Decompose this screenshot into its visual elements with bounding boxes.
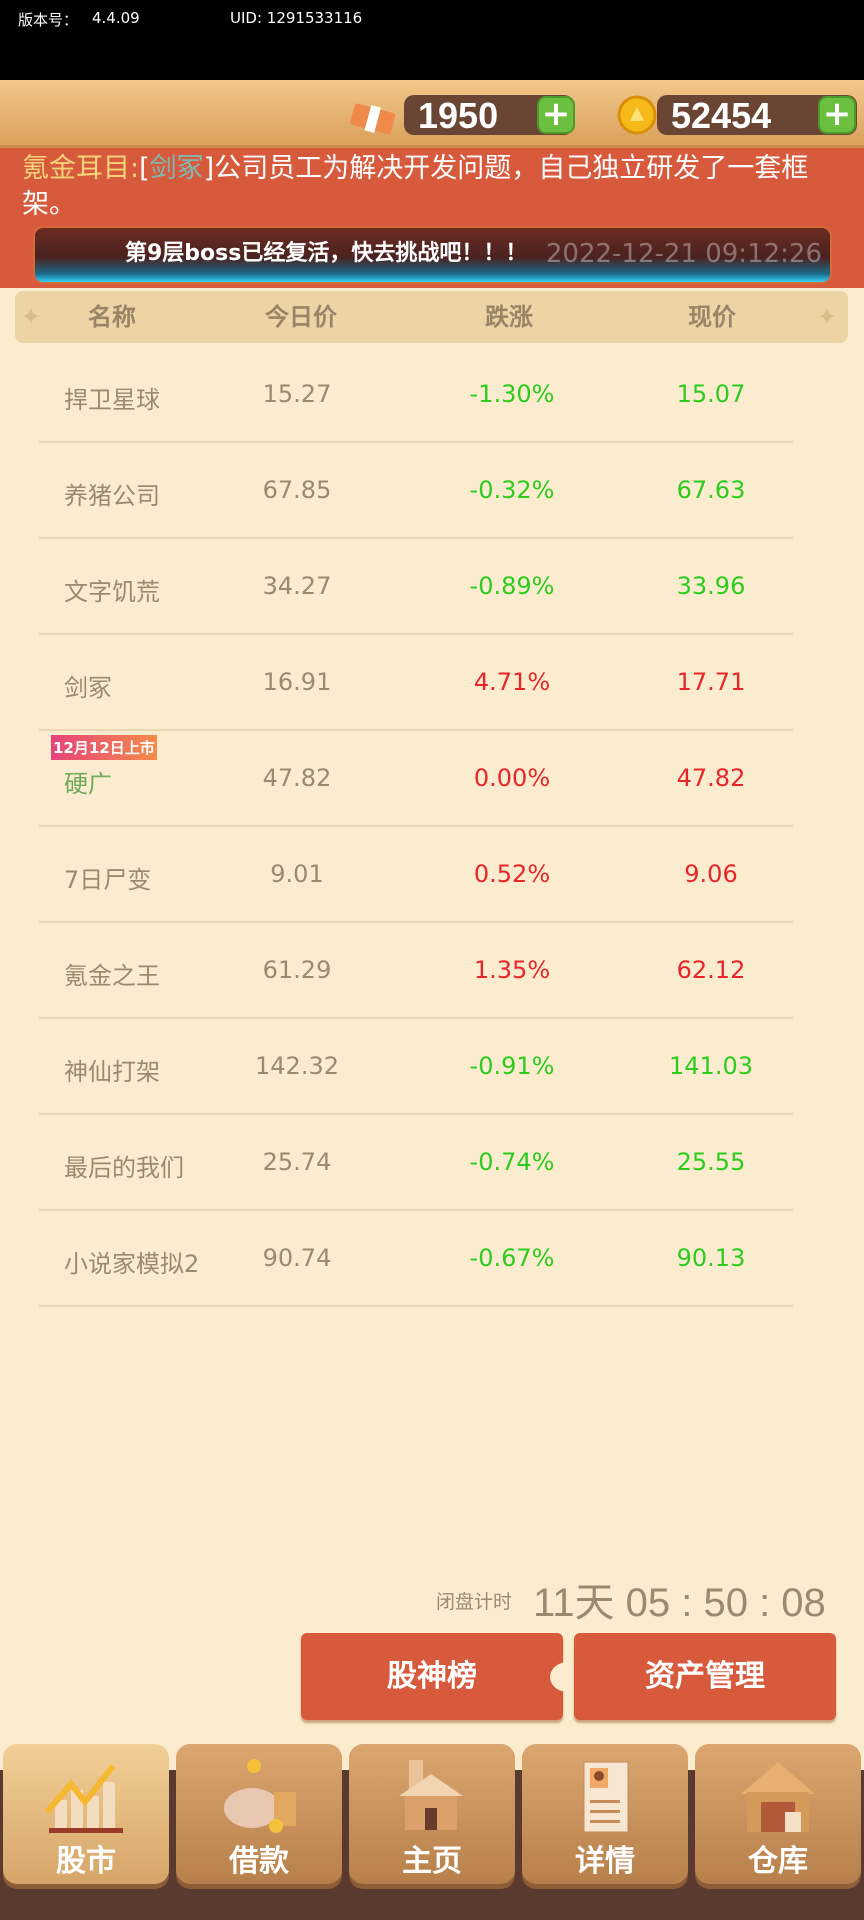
stock-chart-icon [44, 1764, 123, 1833]
stock-name: 硬广 [64, 770, 112, 798]
nav-item-0[interactable]: 股市 [3, 1744, 169, 1884]
current-price: 141.03 [669, 1052, 753, 1080]
price-change: -0.89% [469, 572, 555, 600]
news-message: 公司员工为解决开发问题，自己独立研发了一套框架。 [22, 153, 809, 220]
cash-bundle-icon [350, 103, 396, 135]
version-value: 4.4.09 [92, 9, 140, 27]
stock-name: 小说家模拟2 [64, 1250, 200, 1278]
resource-bar: 1950 + 52454 + [0, 80, 864, 148]
today-price: 142.32 [255, 1052, 339, 1080]
table-row[interactable]: 最后的我们 25.74 -0.74% 25.55 [39, 1115, 793, 1211]
bracket: ] [203, 153, 215, 184]
today-price: 9.01 [270, 860, 324, 888]
today-price: 47.82 [262, 764, 332, 792]
stock-name: 最后的我们 [64, 1154, 184, 1182]
stock-name: 氪金之王 [64, 962, 160, 990]
boss-notice-text: 第9层boss已经复活，快去挑战吧！！！ [125, 241, 528, 266]
version-label: 版本号： [18, 11, 79, 29]
warehouse-icon [741, 1762, 815, 1832]
today-price: 67.85 [262, 476, 332, 504]
table-row[interactable]: 捍卫星球 15.27 -1.30% 15.07 [39, 347, 793, 443]
boss-notice-banner: 第9层boss已经复活，快去挑战吧！！！ 2022-12-21 09:12:26 [33, 226, 832, 284]
today-price: 61.29 [262, 956, 332, 984]
today-price: 34.27 [262, 572, 332, 600]
price-change: -0.74% [469, 1148, 555, 1176]
nav-label: 详情 [575, 1844, 635, 1879]
price-change: -1.30% [469, 380, 555, 408]
ranking-button[interactable]: 股神榜 [301, 1633, 563, 1720]
nav-label: 股市 [56, 1844, 116, 1879]
gold-coin-icon [617, 95, 657, 135]
countdown-timer: 11天 05 : 50 : 08 [533, 1581, 826, 1625]
current-price: 33.96 [676, 572, 746, 600]
col-name: 名称 [88, 303, 136, 331]
stock-name: 神仙打架 [64, 1058, 160, 1086]
table-row[interactable]: 剑冢 16.91 4.71% 17.71 [39, 635, 793, 731]
stock-name: 捍卫星球 [64, 386, 160, 414]
asset-management-button[interactable]: 资产管理 [574, 1633, 836, 1720]
table-row[interactable]: 小说家模拟2 90.74 -0.67% 90.13 [39, 1211, 793, 1307]
nav-label: 借款 [229, 1844, 289, 1879]
piggy-bank-icon [224, 1759, 296, 1833]
current-price: 9.06 [684, 860, 738, 888]
table-row[interactable]: 7日尸变 9.01 0.52% 9.06 [39, 827, 793, 923]
news-company[interactable]: 剑冢 [149, 153, 204, 184]
add-coins-button[interactable]: + [818, 96, 856, 134]
uid: UID: 1291533116 [230, 9, 363, 27]
current-price: 47.82 [676, 764, 746, 792]
today-price: 25.74 [262, 1148, 332, 1176]
today-price: 15.27 [262, 380, 332, 408]
table-row[interactable]: 神仙打架 142.32 -0.91% 141.03 [39, 1019, 793, 1115]
current-price: 67.63 [676, 476, 746, 504]
col-current: 现价 [688, 303, 736, 331]
current-price: 17.71 [676, 668, 746, 696]
nav-item-2[interactable]: 主页 [349, 1744, 515, 1884]
table-row[interactable]: 文字饥荒 34.27 -0.89% 33.96 [39, 539, 793, 635]
bracket: [ [139, 153, 150, 184]
today-price: 90.74 [262, 1244, 332, 1272]
news-source: 氪金耳目: [22, 153, 140, 184]
notice-date: 2022-12-21 09:12:26 [545, 239, 822, 269]
stock-name: 养猪公司 [64, 482, 160, 510]
nav-item-1[interactable]: 借款 [176, 1744, 342, 1884]
listing-date-badge: 12月12日上市 [51, 735, 157, 760]
bottom-nav: 股市 借款 主页 详情 仓库 [0, 1744, 864, 1920]
table-header: ✦ 名称 今日价 跌涨 现价 ✦ [15, 291, 848, 343]
stock-name: 剑冢 [64, 674, 112, 702]
countdown-label: 闭盘计时 [436, 1591, 513, 1613]
nav-label: 主页 [402, 1844, 462, 1879]
sparkle-icon: ✦ [816, 303, 838, 331]
stock-name: 文字饥荒 [64, 578, 160, 606]
stock-name: 7日尸变 [64, 866, 152, 894]
current-price: 90.13 [676, 1244, 746, 1272]
status-bar: 版本号： 4.4.09 UID: 1291533116 [0, 0, 864, 80]
col-change: 跌涨 [485, 303, 533, 331]
price-change: 1.35% [473, 956, 551, 984]
house-icon [399, 1760, 463, 1830]
col-today: 今日价 [265, 303, 337, 331]
current-price: 62.12 [676, 956, 746, 984]
table-row[interactable]: 氪金之王 61.29 1.35% 62.12 [39, 923, 793, 1019]
today-price: 16.91 [262, 668, 332, 696]
table-row[interactable]: 养猪公司 67.85 -0.32% 67.63 [39, 443, 793, 539]
nav-item-3[interactable]: 详情 [522, 1744, 688, 1884]
price-change: -0.91% [469, 1052, 555, 1080]
current-price: 25.55 [676, 1148, 746, 1176]
nav-item-4[interactable]: 仓库 [695, 1744, 861, 1884]
sparkle-icon: ✦ [21, 303, 42, 331]
current-price: 15.07 [676, 380, 746, 408]
price-change: 4.71% [473, 668, 551, 696]
table-row[interactable]: 12月12日上市硬广 47.82 0.00% 47.82 [39, 731, 793, 827]
nav-label: 仓库 [748, 1844, 808, 1879]
add-cash-button[interactable]: + [537, 96, 575, 134]
price-change: -0.32% [469, 476, 555, 504]
profile-document-icon [583, 1761, 629, 1833]
price-change: 0.52% [473, 860, 551, 888]
price-change: -0.67% [469, 1244, 555, 1272]
price-change: 0.00% [473, 764, 551, 792]
